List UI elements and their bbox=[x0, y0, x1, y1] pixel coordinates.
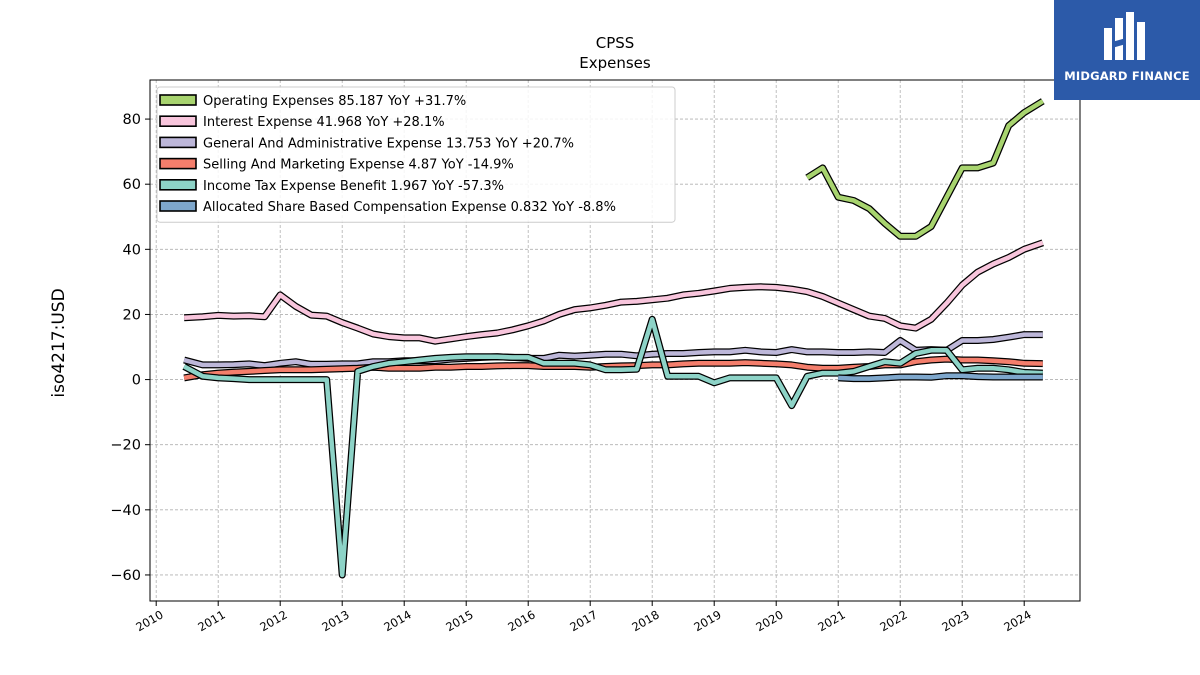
legend-swatch-0 bbox=[159, 94, 197, 106]
legend-swatch-4 bbox=[159, 179, 197, 191]
x-tick-label: 2020 bbox=[753, 607, 785, 634]
x-tick-label: 2019 bbox=[691, 607, 723, 634]
legend-label-5: Allocated Share Based Compensation Expen… bbox=[203, 200, 616, 215]
legend-label-2: General And Administrative Expense 13.75… bbox=[203, 136, 574, 151]
legend-swatch-2 bbox=[159, 136, 197, 149]
series-line-5 bbox=[838, 373, 1043, 381]
y-tick-label: 60 bbox=[123, 177, 141, 193]
legend-label-3: Selling And Marketing Expense 4.87 YoY -… bbox=[203, 158, 514, 173]
x-tick-label: 2010 bbox=[133, 607, 165, 634]
x-tick-label: 2024 bbox=[1001, 607, 1033, 634]
x-tick-label: 2023 bbox=[939, 607, 971, 634]
legend: Operating Expenses 85.187 YoY +31.7% Inte… bbox=[156, 86, 676, 223]
legend-label-0: Operating Expenses 85.187 YoY +31.7% bbox=[203, 94, 466, 109]
brand-name: MIDGARD FINANCE bbox=[1064, 69, 1190, 83]
brand-logo: MIDGARD FINANCE bbox=[1054, 0, 1200, 100]
legend-swatch-5 bbox=[159, 200, 197, 212]
legend-swatch-1 bbox=[159, 115, 197, 127]
x-tick-label: 2021 bbox=[815, 607, 847, 634]
plot-frame bbox=[149, 79, 1081, 602]
x-tick-label: 2011 bbox=[195, 607, 227, 634]
x-tick-label: 2022 bbox=[877, 607, 909, 634]
x-tick-label: 2012 bbox=[257, 607, 289, 634]
legend-label-4: Income Tax Expense Benefit 1.967 YoY -57… bbox=[203, 179, 504, 194]
y-tick-label: 20 bbox=[123, 307, 141, 323]
series-outline bbox=[805, 98, 1045, 240]
x-tick-label: 2015 bbox=[443, 607, 475, 634]
y-tick-label: 40 bbox=[123, 242, 141, 258]
legend-label-1: Interest Expense 41.968 YoY +28.1% bbox=[203, 115, 445, 130]
y-tick-label: 0 bbox=[132, 373, 141, 389]
legend-box bbox=[156, 86, 676, 223]
y-tick-label: −20 bbox=[110, 438, 141, 454]
chart-title: CPSS bbox=[596, 34, 635, 52]
y-tick-label: −60 bbox=[110, 568, 141, 584]
legend-swatch-3 bbox=[159, 157, 197, 170]
x-tick-label: 2018 bbox=[629, 607, 661, 634]
y-axis-label: iso4217:USD bbox=[49, 288, 69, 397]
series-line-1 bbox=[183, 240, 1044, 344]
x-tick-label: 2017 bbox=[567, 607, 599, 634]
chart-subtitle: Expenses bbox=[579, 54, 651, 72]
x-tick-label: 2016 bbox=[505, 607, 537, 634]
brand-mark-icon bbox=[1104, 12, 1145, 60]
series-line-2 bbox=[183, 332, 1043, 368]
series-lines bbox=[182, 98, 1045, 579]
series-line-0 bbox=[805, 99, 1044, 239]
series-line-4 bbox=[183, 317, 1043, 578]
x-tick-label: 2013 bbox=[319, 607, 351, 634]
y-tick-label: 80 bbox=[123, 112, 141, 128]
x-tick-label: 2014 bbox=[381, 607, 413, 634]
y-tick-label: −40 bbox=[110, 503, 141, 519]
